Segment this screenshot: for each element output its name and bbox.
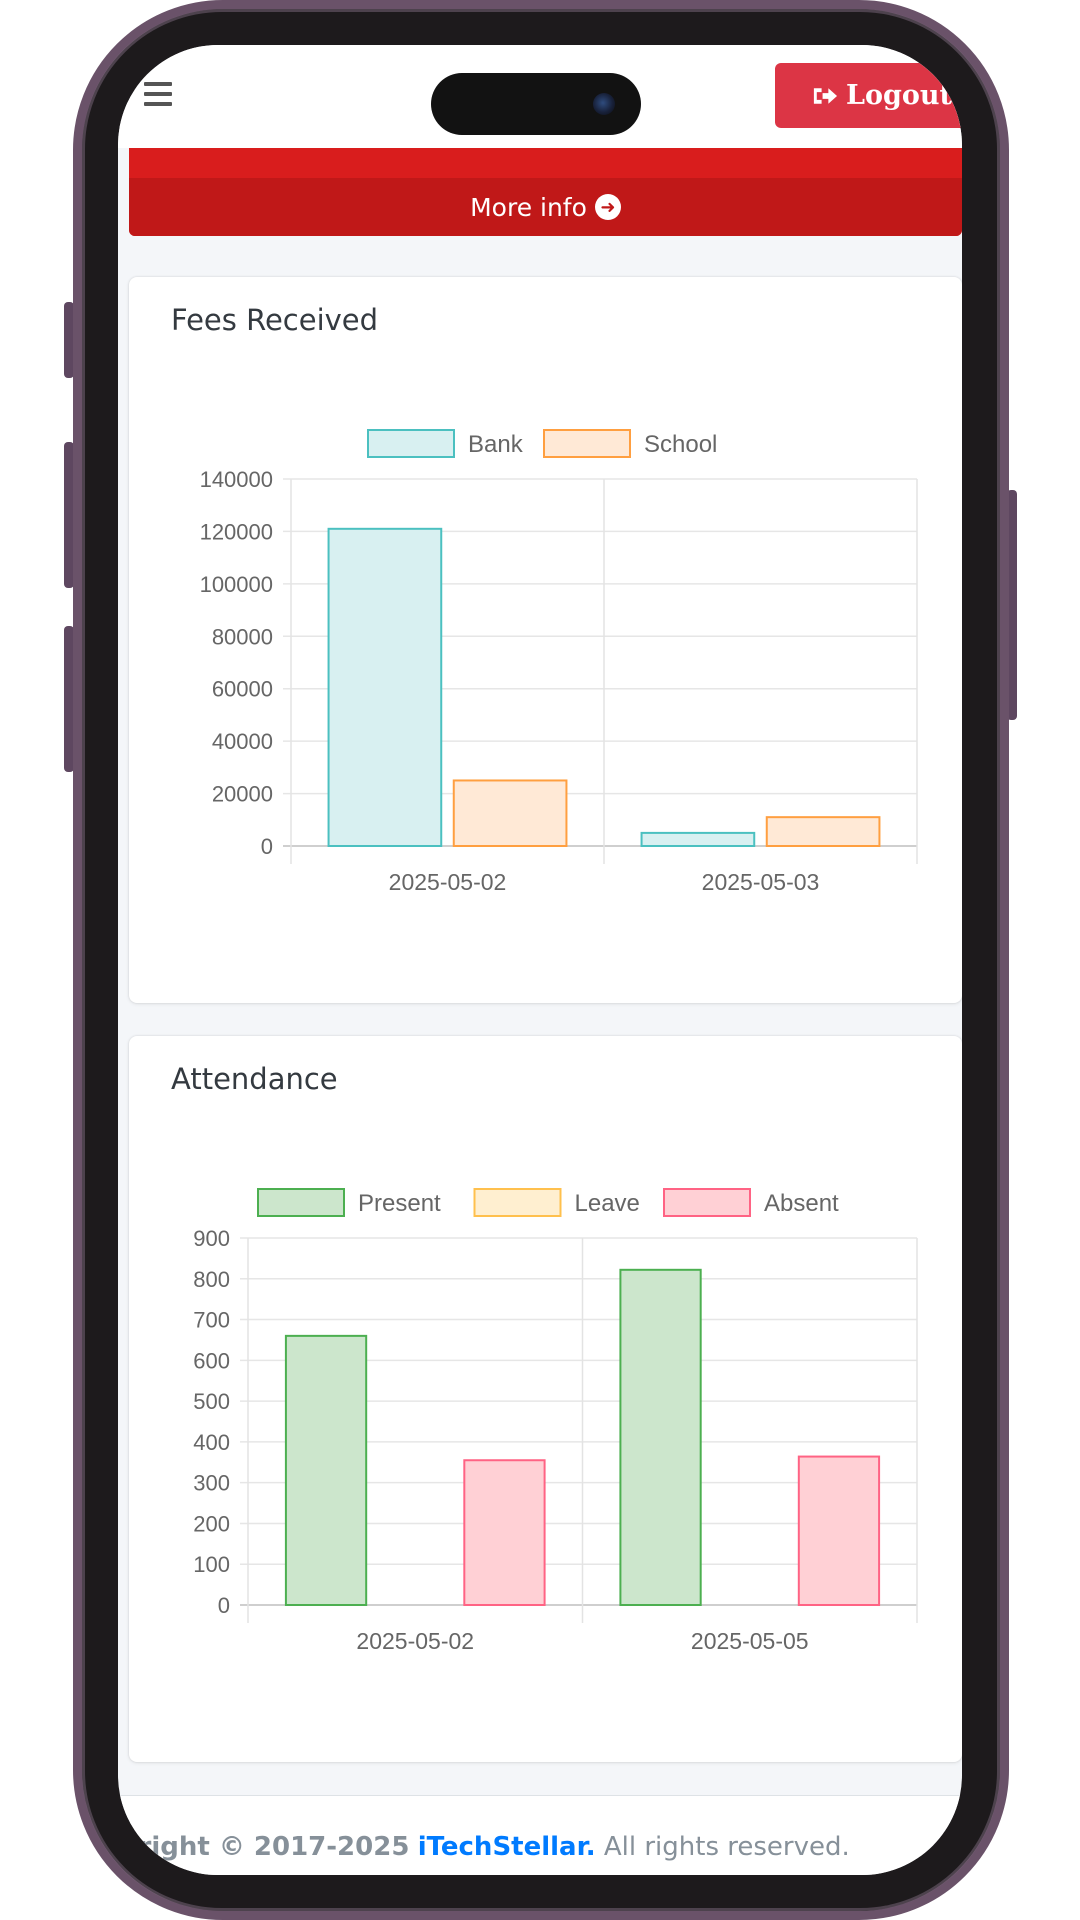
- fees-legend-swatch: [367, 429, 455, 458]
- fees-bar-school: [452, 779, 568, 848]
- attendance-card: Attendance 0 100 200 300 400 500 600 700 800 900 2…: [129, 1036, 962, 1762]
- more-info-label: More info: [470, 192, 587, 222]
- attendance-y-tick: 600: [193, 1348, 230, 1373]
- sign-out-icon: [813, 87, 838, 104]
- attendance-chart: 0 100 200 300 400 500 600 700 800 900 2025-05-02 20…: [193, 1188, 918, 1654]
- info-box: More info ➜: [129, 148, 962, 236]
- fees-legend-label: Bank: [468, 431, 524, 458]
- camera-icon: [593, 93, 615, 115]
- brand-link[interactable]: iTechStellar.: [417, 1832, 596, 1862]
- fees-y-tick: 100000: [200, 572, 273, 597]
- attendance-legend-swatch: [473, 1188, 562, 1217]
- fees-y-tick: 140000: [200, 467, 273, 492]
- arrow-circle-right-icon: ➜: [594, 194, 621, 220]
- more-info-link[interactable]: More info ➜: [129, 178, 962, 236]
- fees-received-chart: 0 20000 40000 60000 80000 100000 120000 140000 2…: [200, 429, 918, 895]
- phone-screen: Logout More info ➜ Fees Received 0 20000 4…: [118, 45, 962, 1875]
- fees-y-tick: 60000: [212, 677, 273, 702]
- fees-x-tick: 2025-05-02: [389, 869, 507, 895]
- fees-bar-bank: [640, 831, 756, 848]
- attendance-bar-present: [619, 1268, 702, 1606]
- attendance-legend-label: Absent: [764, 1190, 839, 1217]
- attendance-legend-label: Leave: [575, 1190, 640, 1217]
- attendance-x-tick: 2025-05-02: [356, 1628, 474, 1654]
- fees-y-tick: 120000: [200, 519, 273, 544]
- fees-x-tick: 2025-05-03: [702, 869, 820, 895]
- fees-y-tick: 0: [261, 834, 273, 859]
- attendance-legend-swatch: [257, 1188, 345, 1217]
- fees-legend-swatch: [543, 429, 631, 458]
- attendance-y-tick: 100: [193, 1552, 230, 1577]
- fees-bar-school: [765, 816, 881, 848]
- fees-bar-bank: [327, 527, 443, 848]
- hamburger-icon[interactable]: [144, 82, 172, 106]
- copyright-suffix: All rights reserved.: [603, 1832, 850, 1862]
- dynamic-island: [431, 73, 641, 135]
- attendance-y-tick: 200: [193, 1511, 230, 1536]
- page-footer: Copyright © 2017-2025 iTechStellar. All …: [118, 1795, 962, 1875]
- fees-y-tick: 20000: [212, 782, 273, 807]
- attendance-legend-swatch: [663, 1188, 751, 1217]
- attendance-y-tick: 300: [193, 1471, 230, 1496]
- attendance-bar-present: [284, 1334, 368, 1606]
- copyright-prefix: Copyright © 2017-2025: [118, 1832, 410, 1862]
- fees-received-card: Fees Received 0 20000 40000 60000 80000 10000…: [129, 277, 962, 1003]
- fees-y-tick: 40000: [212, 729, 273, 754]
- attendance-bar-absent: [797, 1455, 881, 1606]
- power-button: [1007, 490, 1017, 720]
- fees-legend-label: School: [644, 431, 717, 458]
- copyright-text: Copyright © 2017-2025 iTechStellar. All …: [118, 1832, 850, 1862]
- attendance-y-tick: 700: [193, 1308, 230, 1333]
- logout-button[interactable]: Logout: [775, 63, 962, 128]
- attendance-legend-label: Present: [358, 1190, 441, 1217]
- attendance-title: Attendance: [171, 1062, 338, 1096]
- attendance-x-tick: 2025-05-05: [691, 1628, 809, 1654]
- attendance-y-tick: 400: [193, 1430, 230, 1455]
- top-navbar: Logout: [118, 45, 962, 148]
- logout-label: Logout: [846, 80, 952, 111]
- attendance-y-tick: 500: [193, 1389, 230, 1414]
- attendance-y-tick: 800: [193, 1267, 230, 1292]
- attendance-y-tick: 0: [218, 1593, 230, 1618]
- fees-received-title: Fees Received: [171, 303, 379, 337]
- volume-down-button: [64, 442, 74, 588]
- volume-up-button: [64, 302, 74, 378]
- fees-y-tick: 80000: [212, 624, 273, 649]
- attendance-y-tick: 900: [193, 1226, 230, 1251]
- mute-switch: [64, 626, 74, 772]
- attendance-bar-absent: [463, 1459, 546, 1606]
